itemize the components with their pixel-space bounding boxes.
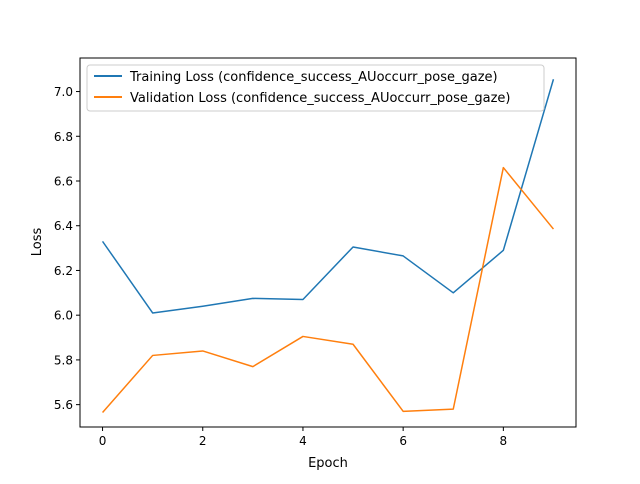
legend-label-validation-loss: Validation Loss (confidence_success_AUoc… <box>130 91 511 106</box>
y-axis-label: Loss <box>30 228 45 257</box>
x-tick-label: 6 <box>399 434 407 448</box>
y-tick-label: 6.6 <box>54 175 73 189</box>
x-axis-ticks: 0 2 4 6 8 <box>99 427 507 448</box>
y-tick-label: 6.0 <box>54 309 73 323</box>
legend: Training Loss (confidence_success_AUoccu… <box>86 64 545 112</box>
validation-loss-line <box>101 166 555 413</box>
y-tick-label: 6.2 <box>54 264 73 278</box>
y-axis-ticks: 5.6 5.8 6.0 6.2 6.4 6.6 6.8 7.0 <box>54 85 80 412</box>
y-tick-label: 6.8 <box>54 130 73 144</box>
legend-label-training-loss: Training Loss (confidence_success_AUoccu… <box>129 70 498 85</box>
x-tick-label: 0 <box>99 434 107 448</box>
y-tick-label: 5.8 <box>54 353 73 367</box>
series-layer <box>101 79 555 413</box>
y-tick-label: 6.4 <box>54 219 73 233</box>
x-tick-label: 8 <box>500 434 508 448</box>
x-tick-label: 2 <box>199 434 207 448</box>
training-loss-line <box>101 79 555 314</box>
x-tick-label: 4 <box>299 434 307 448</box>
legend-box <box>86 64 545 112</box>
x-axis-label: Epoch <box>308 456 348 471</box>
plot-area-frame <box>79 57 577 428</box>
y-tick-label: 5.6 <box>54 398 73 412</box>
y-tick-label: 7.0 <box>54 85 73 99</box>
